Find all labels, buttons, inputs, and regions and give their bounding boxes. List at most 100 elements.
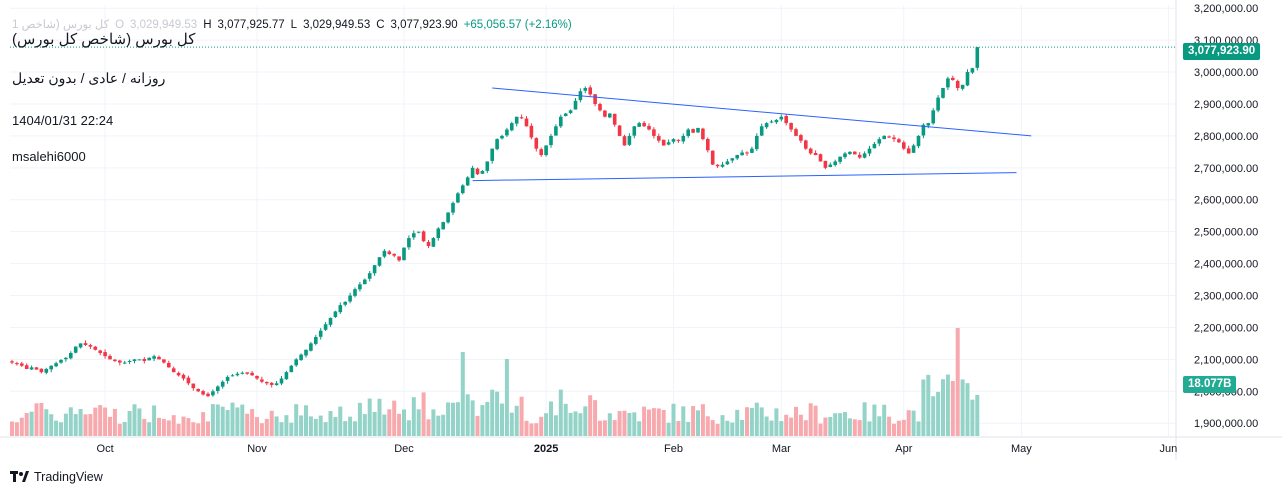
volume-bar [514, 405, 519, 436]
volume-bar [122, 422, 127, 436]
candle-body [632, 126, 637, 136]
volume-bar [764, 416, 769, 436]
volume-bar [877, 416, 882, 436]
volume-bar [269, 410, 274, 436]
volume-bar [63, 413, 68, 436]
candle-body [701, 128, 705, 140]
volume-bar [867, 421, 872, 436]
candle-body [495, 139, 499, 150]
volume-bar [691, 406, 696, 436]
volume-bar [416, 409, 421, 436]
price-tick-label: 2,100,000.00 [1194, 354, 1258, 366]
candle-body [451, 202, 455, 213]
volume-bar [470, 400, 475, 436]
volume-bar [798, 414, 803, 436]
symbol-faded-label: 1 کل بورس (شاخص [12, 19, 110, 31]
candle-body [804, 140, 808, 149]
candle-body [83, 343, 88, 346]
volume-bar [68, 407, 73, 436]
candle-body [29, 367, 34, 370]
candle-body [353, 289, 357, 296]
candle-body [505, 129, 509, 136]
candle-body [147, 357, 151, 361]
volume-bar [710, 420, 715, 436]
volume-bar [960, 379, 965, 436]
candle-body [960, 84, 965, 89]
volume-bar [823, 417, 828, 436]
candle-body [157, 356, 161, 360]
candle-body [78, 343, 83, 348]
candle-body [15, 363, 19, 365]
volume-bar [965, 383, 970, 436]
volume-bar [230, 402, 235, 436]
candle-body [779, 116, 784, 120]
candle-body [750, 148, 754, 153]
candle-body [916, 135, 921, 147]
candle-body [118, 360, 122, 363]
volume-bar [892, 423, 896, 436]
candle-body [490, 148, 494, 161]
price-axis[interactable]: 1,900,000.002,000,000.002,100,000.002,20… [1194, 3, 1258, 430]
volume-bar [926, 374, 931, 436]
volume-bar [14, 422, 19, 436]
volume-bar [642, 406, 647, 436]
time-tick-label: May [1011, 443, 1032, 455]
volume-bar [509, 412, 514, 436]
volume-bar [504, 359, 509, 436]
candle-body [887, 136, 891, 138]
volume-bar [73, 414, 78, 436]
volume-bar [735, 409, 740, 436]
volume-bar [44, 409, 49, 436]
volume-badge: 18.077B [1183, 376, 1237, 393]
price-tick-label: 2,600,000.00 [1194, 195, 1258, 207]
tradingview-logo-text: TradingView [34, 470, 103, 484]
volume-bar [357, 402, 362, 436]
volume-bar [588, 395, 593, 436]
volume-bar [612, 420, 617, 436]
candle-body [465, 177, 470, 186]
candle-body [461, 185, 465, 194]
candle-body [397, 256, 401, 261]
candle-body [706, 138, 710, 151]
volume-bar [78, 409, 83, 436]
volume-bar [598, 420, 602, 436]
candle-body [652, 129, 656, 136]
candle-body [416, 231, 421, 233]
candle-body [34, 367, 39, 370]
volume-bar [901, 419, 906, 436]
candle-body [470, 167, 475, 178]
volume-bar [519, 396, 524, 436]
volume-bar [451, 402, 455, 436]
volume-bar [495, 391, 500, 436]
volume-bar [54, 420, 59, 436]
volume-bar [171, 415, 176, 436]
price-tick-label: 3,200,000.00 [1194, 3, 1258, 15]
candle-body [510, 123, 514, 131]
tradingview-logo[interactable]: TradingView [10, 470, 103, 484]
trendlines[interactable] [472, 87, 1032, 182]
volume-bar [779, 421, 784, 436]
candle-body [191, 383, 196, 389]
volume-bar [284, 415, 289, 436]
candle-body [358, 284, 362, 290]
volume-bar [19, 417, 24, 436]
time-axis[interactable]: Oct Nov Dec 2025 Feb Mar Apr May Jun [97, 443, 1178, 455]
candle-body [98, 350, 102, 353]
candle-body [936, 97, 940, 111]
close-label: C [376, 19, 385, 31]
volume-bar [485, 401, 490, 436]
candle-body [152, 356, 156, 359]
candle-body [554, 126, 558, 136]
volume-bar [847, 418, 852, 436]
candle-body [813, 153, 818, 156]
candle-body [328, 317, 333, 325]
candle-body [774, 119, 779, 123]
volume-bar [651, 408, 656, 436]
volume-bar [206, 421, 210, 436]
volume-bar [323, 422, 328, 436]
volume-bar [431, 409, 436, 436]
candle-body [769, 121, 774, 123]
candle-body [265, 381, 269, 384]
candle-body [363, 279, 367, 285]
